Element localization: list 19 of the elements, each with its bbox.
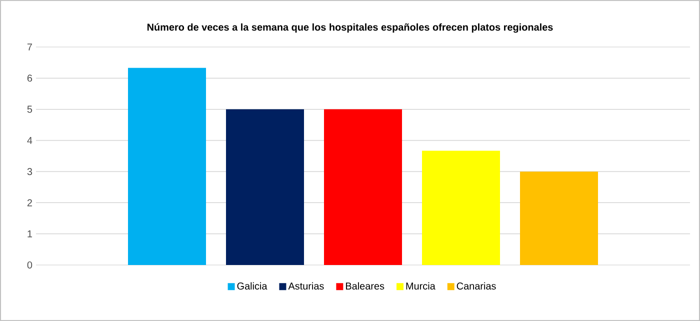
legend-label: Murcia — [406, 282, 436, 290]
legend-label: Canarias — [456, 282, 496, 290]
y-tick-label: 7 — [27, 44, 32, 50]
y-tick-label: 6 — [27, 74, 32, 82]
y-tick-label: 5 — [27, 106, 32, 113]
bar — [324, 109, 402, 265]
y-tick-label: 1 — [28, 230, 32, 238]
bar — [422, 150, 500, 265]
y-tick-label: 0 — [27, 261, 32, 269]
y-tick-label: 2 — [27, 199, 32, 206]
bar — [128, 68, 206, 265]
y-tick-label: 4 — [27, 136, 32, 144]
legend-label: Galicia — [237, 282, 268, 290]
bar — [520, 172, 598, 265]
legend-label: Asturias — [288, 282, 324, 290]
legend-label: Baleares — [346, 282, 384, 290]
y-tick-label: 3 — [27, 168, 32, 176]
chart-title: Número de veces a la semana que los hospitales españoles ofrecen platos regionales — [147, 23, 553, 33]
bar — [226, 109, 304, 265]
